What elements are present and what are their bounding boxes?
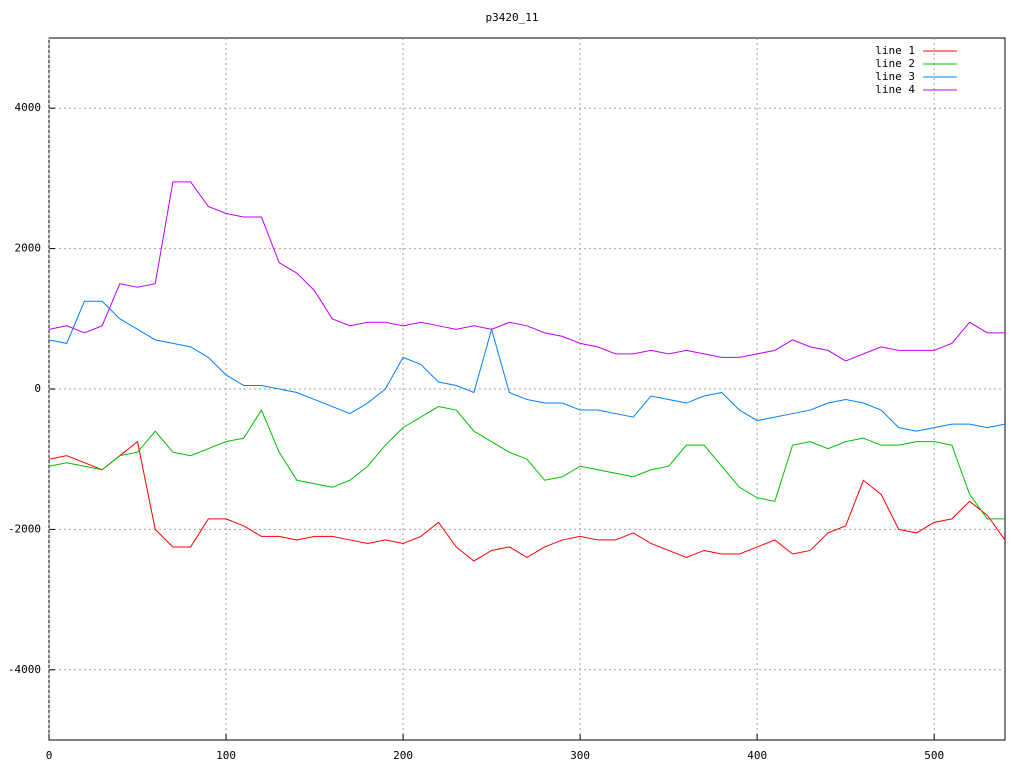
- series-line: [48, 300, 1006, 432]
- y-tick-label: 4000: [15, 101, 42, 114]
- y-tick-label: 2000: [15, 242, 42, 255]
- x-tick-label: 200: [393, 749, 413, 762]
- plot-frame: [48, 37, 1006, 741]
- legend-label: line 2: [875, 57, 915, 70]
- y-tick-label: 0: [34, 382, 41, 395]
- y-tick-label: -4000: [8, 663, 41, 676]
- x-tick-label: 500: [924, 749, 944, 762]
- x-tick-label: 0: [46, 749, 53, 762]
- chart-title: p3420_11: [486, 11, 539, 24]
- legend-label: line 4: [875, 83, 915, 96]
- legend-label: line 3: [875, 70, 915, 83]
- x-tick-label: 400: [747, 749, 767, 762]
- x-tick-label: 100: [216, 749, 236, 762]
- legend-label: line 1: [875, 44, 915, 57]
- series-line: [48, 440, 1006, 562]
- series-line: [48, 406, 1005, 520]
- x-tick-label: 300: [570, 749, 590, 762]
- y-tick-label: -2000: [8, 522, 41, 535]
- series-line: [48, 181, 1005, 362]
